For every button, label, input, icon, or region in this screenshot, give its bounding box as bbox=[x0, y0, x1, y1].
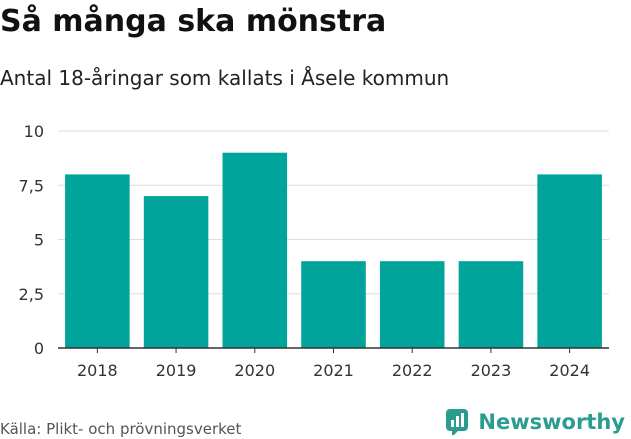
x-tick-label: 2023 bbox=[471, 361, 512, 380]
bar-chart: 0 2,5 5 7,5 10 2018 2019 2020 2021 2022 2023 2024 bbox=[19, 122, 609, 380]
x-tick-label: 2022 bbox=[392, 361, 433, 380]
y-tick-label: 10 bbox=[24, 122, 44, 141]
source-note: Källa: Plikt- och prövningsverket bbox=[0, 420, 242, 438]
chart-subtitle: Antal 18-åringar som kallats i Åsele kom… bbox=[0, 66, 450, 90]
bar-2018 bbox=[65, 174, 130, 348]
y-tick-label: 2,5 bbox=[19, 285, 44, 304]
bar-chart-icon bbox=[446, 409, 469, 435]
x-tick-label: 2024 bbox=[549, 361, 590, 380]
y-tick-label: 7,5 bbox=[19, 176, 44, 195]
bar-2019 bbox=[143, 196, 209, 348]
x-tick-label: 2018 bbox=[77, 361, 118, 380]
brand-name: Newsworthy bbox=[478, 410, 625, 434]
bar-2023 bbox=[458, 261, 524, 348]
bar-2024 bbox=[537, 174, 602, 348]
bar-2020 bbox=[222, 152, 288, 348]
bar-2022 bbox=[379, 261, 445, 348]
bar-layer bbox=[65, 152, 602, 348]
brand-logo: Newsworthy bbox=[446, 409, 625, 435]
y-tick-label: 5 bbox=[34, 231, 44, 250]
x-tick-label: 2020 bbox=[234, 361, 275, 380]
x-tick-label: 2019 bbox=[156, 361, 197, 380]
bar-2021 bbox=[301, 261, 366, 348]
x-tick-label: 2021 bbox=[313, 361, 354, 380]
y-tick-label: 0 bbox=[34, 339, 44, 358]
axis-layer: 0 2,5 5 7,5 10 2018 2019 2020 2021 2022 2023 2024 bbox=[19, 122, 609, 380]
chart-title: Så många ska mönstra bbox=[0, 4, 387, 39]
